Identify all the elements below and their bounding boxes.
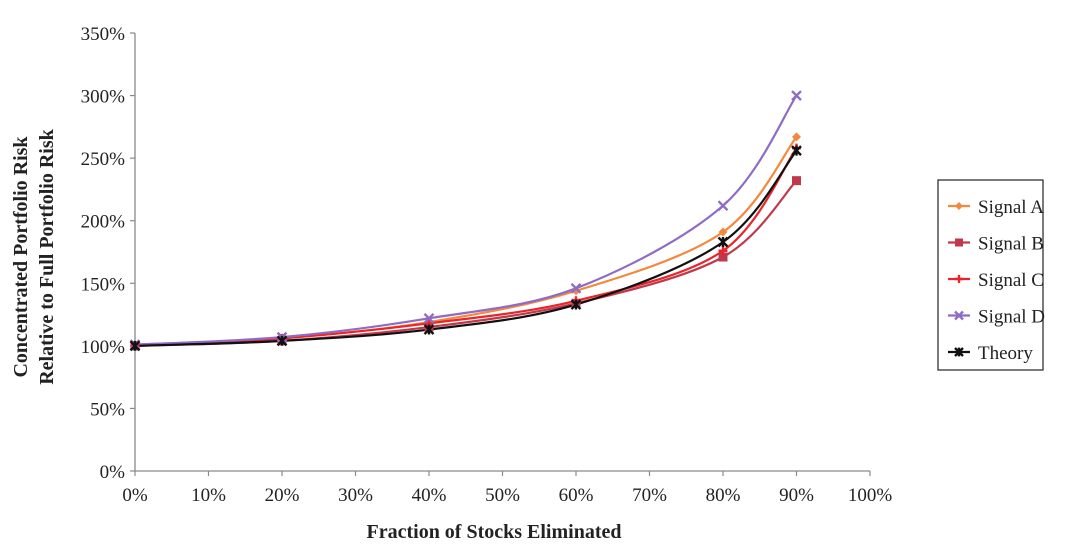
x-tick-label: 70% (632, 485, 667, 506)
series-markers (129, 90, 802, 352)
data-point-signal-a (571, 286, 581, 296)
x-tick-label: 90% (779, 485, 814, 506)
axes (130, 32, 871, 476)
legend-box (937, 179, 1044, 371)
tick-labels: 0% 50% 100% 150% 200% 250% 300% 350% 0% 10% 20% 30%… (81, 24, 893, 506)
series-line-signal-d (134, 94, 798, 346)
y-axis-title-line: Concentrated Portfolio Risk (10, 136, 32, 378)
legend: Signal A Signal B Signal C Signal D Theory (937, 179, 1045, 371)
data-point-signal-d (570, 282, 582, 294)
y-tick-label: 300% (81, 87, 126, 108)
data-point-theory (129, 340, 141, 352)
legend-label-signal-d: Signal D (978, 307, 1045, 328)
x-tick-label: 100% (848, 485, 893, 506)
y-tick-label: 150% (81, 274, 126, 295)
legend-marker-signal-b (955, 238, 963, 247)
x-tick-label: 20% (265, 485, 300, 506)
data-point-signal-a (718, 227, 728, 237)
legend-marker-signal-d (954, 310, 964, 321)
data-point-theory (791, 145, 802, 156)
data-point-signal-d (423, 312, 435, 324)
y-tick-label: 350% (81, 24, 126, 45)
x-tick-label: 30% (338, 485, 373, 506)
legend-label-signal-a: Signal A (978, 197, 1044, 218)
data-point-signal-d (791, 90, 802, 101)
data-point-theory (276, 335, 288, 347)
data-point-theory (570, 299, 582, 310)
legend-label-signal-c: Signal C (978, 270, 1044, 291)
data-point-signal-a (792, 132, 801, 142)
x-axis-title: Fraction of Stocks Eliminated (367, 521, 622, 543)
legend-label-signal-b: Signal B (978, 234, 1044, 255)
data-point-signal-b (792, 176, 801, 186)
y-tick-label: 250% (81, 149, 126, 170)
x-tick-label: 50% (485, 485, 520, 506)
y-axis-title-line: Relative to Full Portfolio Risk (36, 128, 58, 384)
x-tick-label: 0% (122, 485, 148, 506)
x-tick-label: 60% (559, 485, 594, 506)
x-tick-label: 40% (412, 485, 447, 506)
y-tick-label: 0% (100, 462, 126, 483)
data-point-theory (423, 324, 435, 335)
legend-marker-theory (954, 347, 964, 357)
legend-label-theory: Theory (978, 343, 1033, 364)
y-tick-label: 200% (81, 212, 126, 233)
x-tick-label: 10% (191, 485, 226, 506)
data-point-signal-c (718, 246, 728, 256)
y-tick-label: 50% (90, 399, 125, 420)
data-point-theory (717, 236, 729, 248)
x-tick-label: 80% (706, 485, 741, 506)
series-lines (134, 94, 798, 347)
legend-marker-signal-c (955, 275, 963, 283)
legend-marker-signal-a (955, 202, 963, 210)
series-line-signal-b (134, 179, 798, 347)
y-axis-title: Concentrated Portfolio Risk Relative to F… (10, 128, 58, 384)
data-point-signal-d (717, 200, 729, 212)
y-tick-label: 100% (81, 337, 126, 358)
data-point-signal-b (718, 252, 728, 262)
